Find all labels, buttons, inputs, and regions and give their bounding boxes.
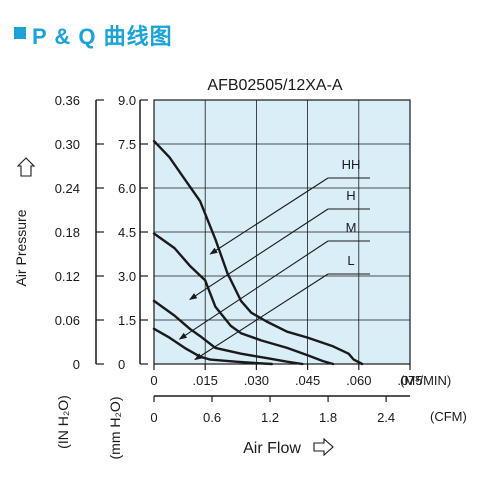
- chart-title: AFB02505/12XA-A: [207, 77, 343, 94]
- series-line-l: [152, 327, 273, 366]
- y-in-tick-label: 0.12: [55, 269, 80, 284]
- y-in-tick-label: 0.06: [55, 313, 80, 328]
- y-mm-tick-label: 0: [118, 357, 125, 372]
- series-label-l: L: [347, 253, 354, 268]
- plot-border: [153, 99, 411, 365]
- y-in-tick-label: 0: [73, 357, 80, 372]
- y-mm-tick-label: 4.5: [118, 225, 136, 240]
- leader-arrow-m: [178, 240, 329, 340]
- up-arrow-icon: [16, 157, 36, 177]
- heading-square-icon: [14, 27, 26, 39]
- x-tick-label: .015: [193, 373, 218, 388]
- y-axis-title: Air Pressure: [13, 209, 29, 286]
- x-axis-title: Air Flow: [243, 440, 301, 457]
- x-tick-label: .060: [346, 373, 371, 388]
- y-mm-tick-label: 3.0: [118, 269, 136, 284]
- series-line-h: [152, 232, 335, 366]
- series-layer: [152, 139, 364, 366]
- y-mm-tick-label: 6.0: [118, 181, 136, 196]
- x-cfm-tick-label: 0.6: [203, 410, 221, 425]
- series-label-h: H: [346, 188, 355, 203]
- y-unit-mmh2o: (mm H₂O): [107, 397, 123, 460]
- x-tick-label: .075: [397, 373, 422, 388]
- x-cfm-tick-label: 1.8: [319, 410, 337, 425]
- series-label-m: M: [346, 220, 357, 235]
- axes-layer: 0 .015 .030 .045 .060 .075 0 0 1.5 0.06 3.0 0.12 4.5…: [55, 93, 423, 425]
- x-cfm-tick-label: 1.2: [261, 410, 279, 425]
- right-arrow-icon: [313, 437, 334, 457]
- y-mm-tick-label: 7.5: [118, 137, 136, 152]
- y-in-tick-label: 0.24: [55, 181, 80, 196]
- y-unit-inh2o: (IN H₂O): [55, 395, 71, 449]
- leader-arrow-l: [194, 273, 329, 361]
- y-in-tick-label: 0.30: [55, 137, 80, 152]
- x-tick-label: .045: [295, 373, 320, 388]
- leader-arrow-h: [189, 208, 329, 301]
- y-mm-tick-label: 9.0: [118, 93, 136, 108]
- page-heading: P & Q 曲线图: [32, 24, 173, 49]
- x2-unit-label: (CFM): [430, 409, 467, 424]
- series-line-hh: [152, 139, 364, 366]
- x-tick-label: .030: [244, 373, 269, 388]
- y-mm-tick-label: 1.5: [118, 313, 136, 328]
- grid: [154, 100, 410, 364]
- series-line-m: [152, 299, 304, 366]
- x-cfm-tick-label: 0: [150, 410, 157, 425]
- x-cfm-tick-label: 2.4: [377, 410, 395, 425]
- series-label-hh: HH: [342, 157, 361, 172]
- x-unit-label: (M³/MIN): [400, 373, 451, 388]
- y-in-tick-label: 0.18: [55, 225, 80, 240]
- y-in-tick-label: 0.36: [55, 93, 80, 108]
- x-tick-label: 0: [150, 373, 157, 388]
- leader-arrow-hh: [209, 177, 329, 255]
